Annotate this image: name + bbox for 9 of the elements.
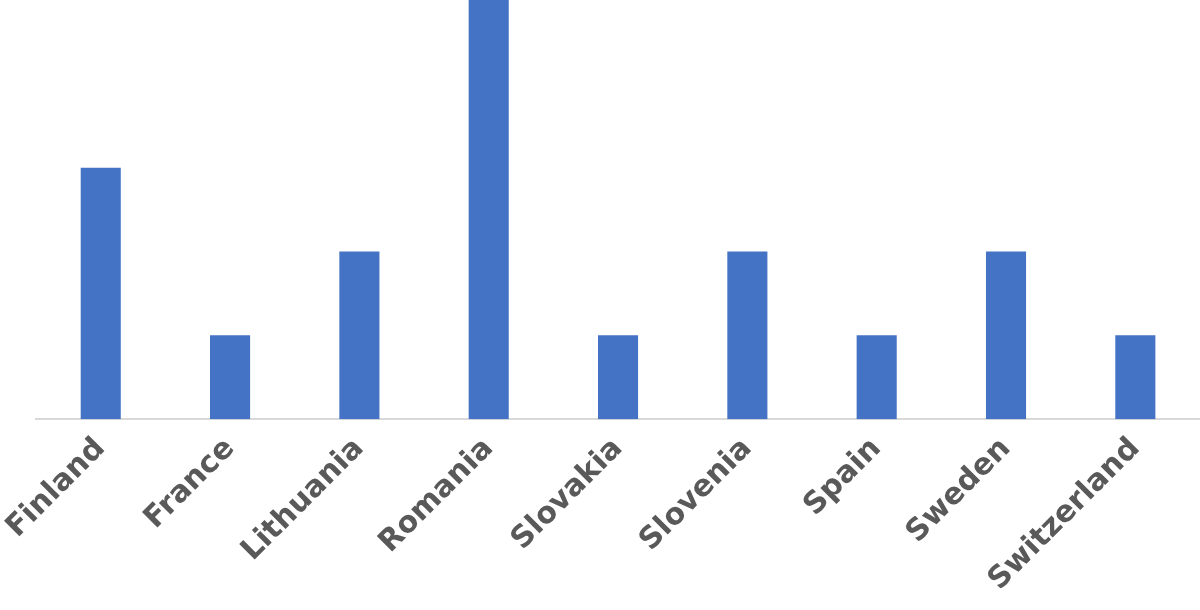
bar xyxy=(339,251,380,420)
bar xyxy=(727,251,768,420)
bar xyxy=(985,251,1027,420)
bar xyxy=(468,0,509,420)
bar xyxy=(1115,335,1156,420)
bar xyxy=(210,335,251,420)
bar xyxy=(80,167,121,420)
bar xyxy=(597,335,639,420)
bar xyxy=(856,335,897,420)
